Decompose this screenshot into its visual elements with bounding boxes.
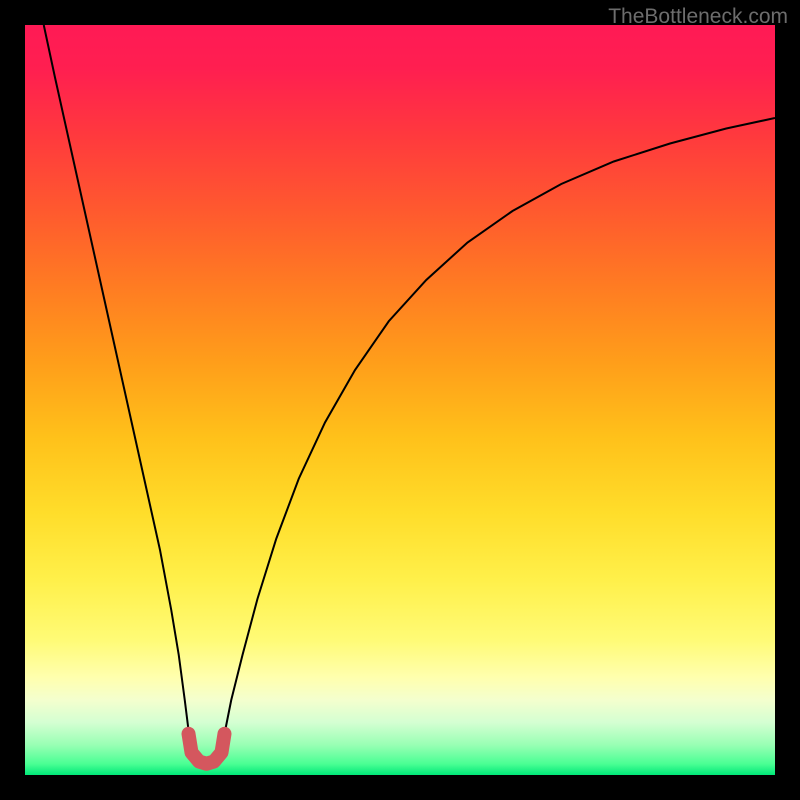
chart-frame [0, 0, 800, 800]
bottleneck-marker [189, 734, 225, 764]
right-curve [222, 118, 776, 749]
plot-area [25, 25, 775, 775]
curves-layer [25, 25, 775, 775]
watermark-text: TheBottleneck.com [608, 5, 788, 29]
left-curve [44, 25, 192, 749]
